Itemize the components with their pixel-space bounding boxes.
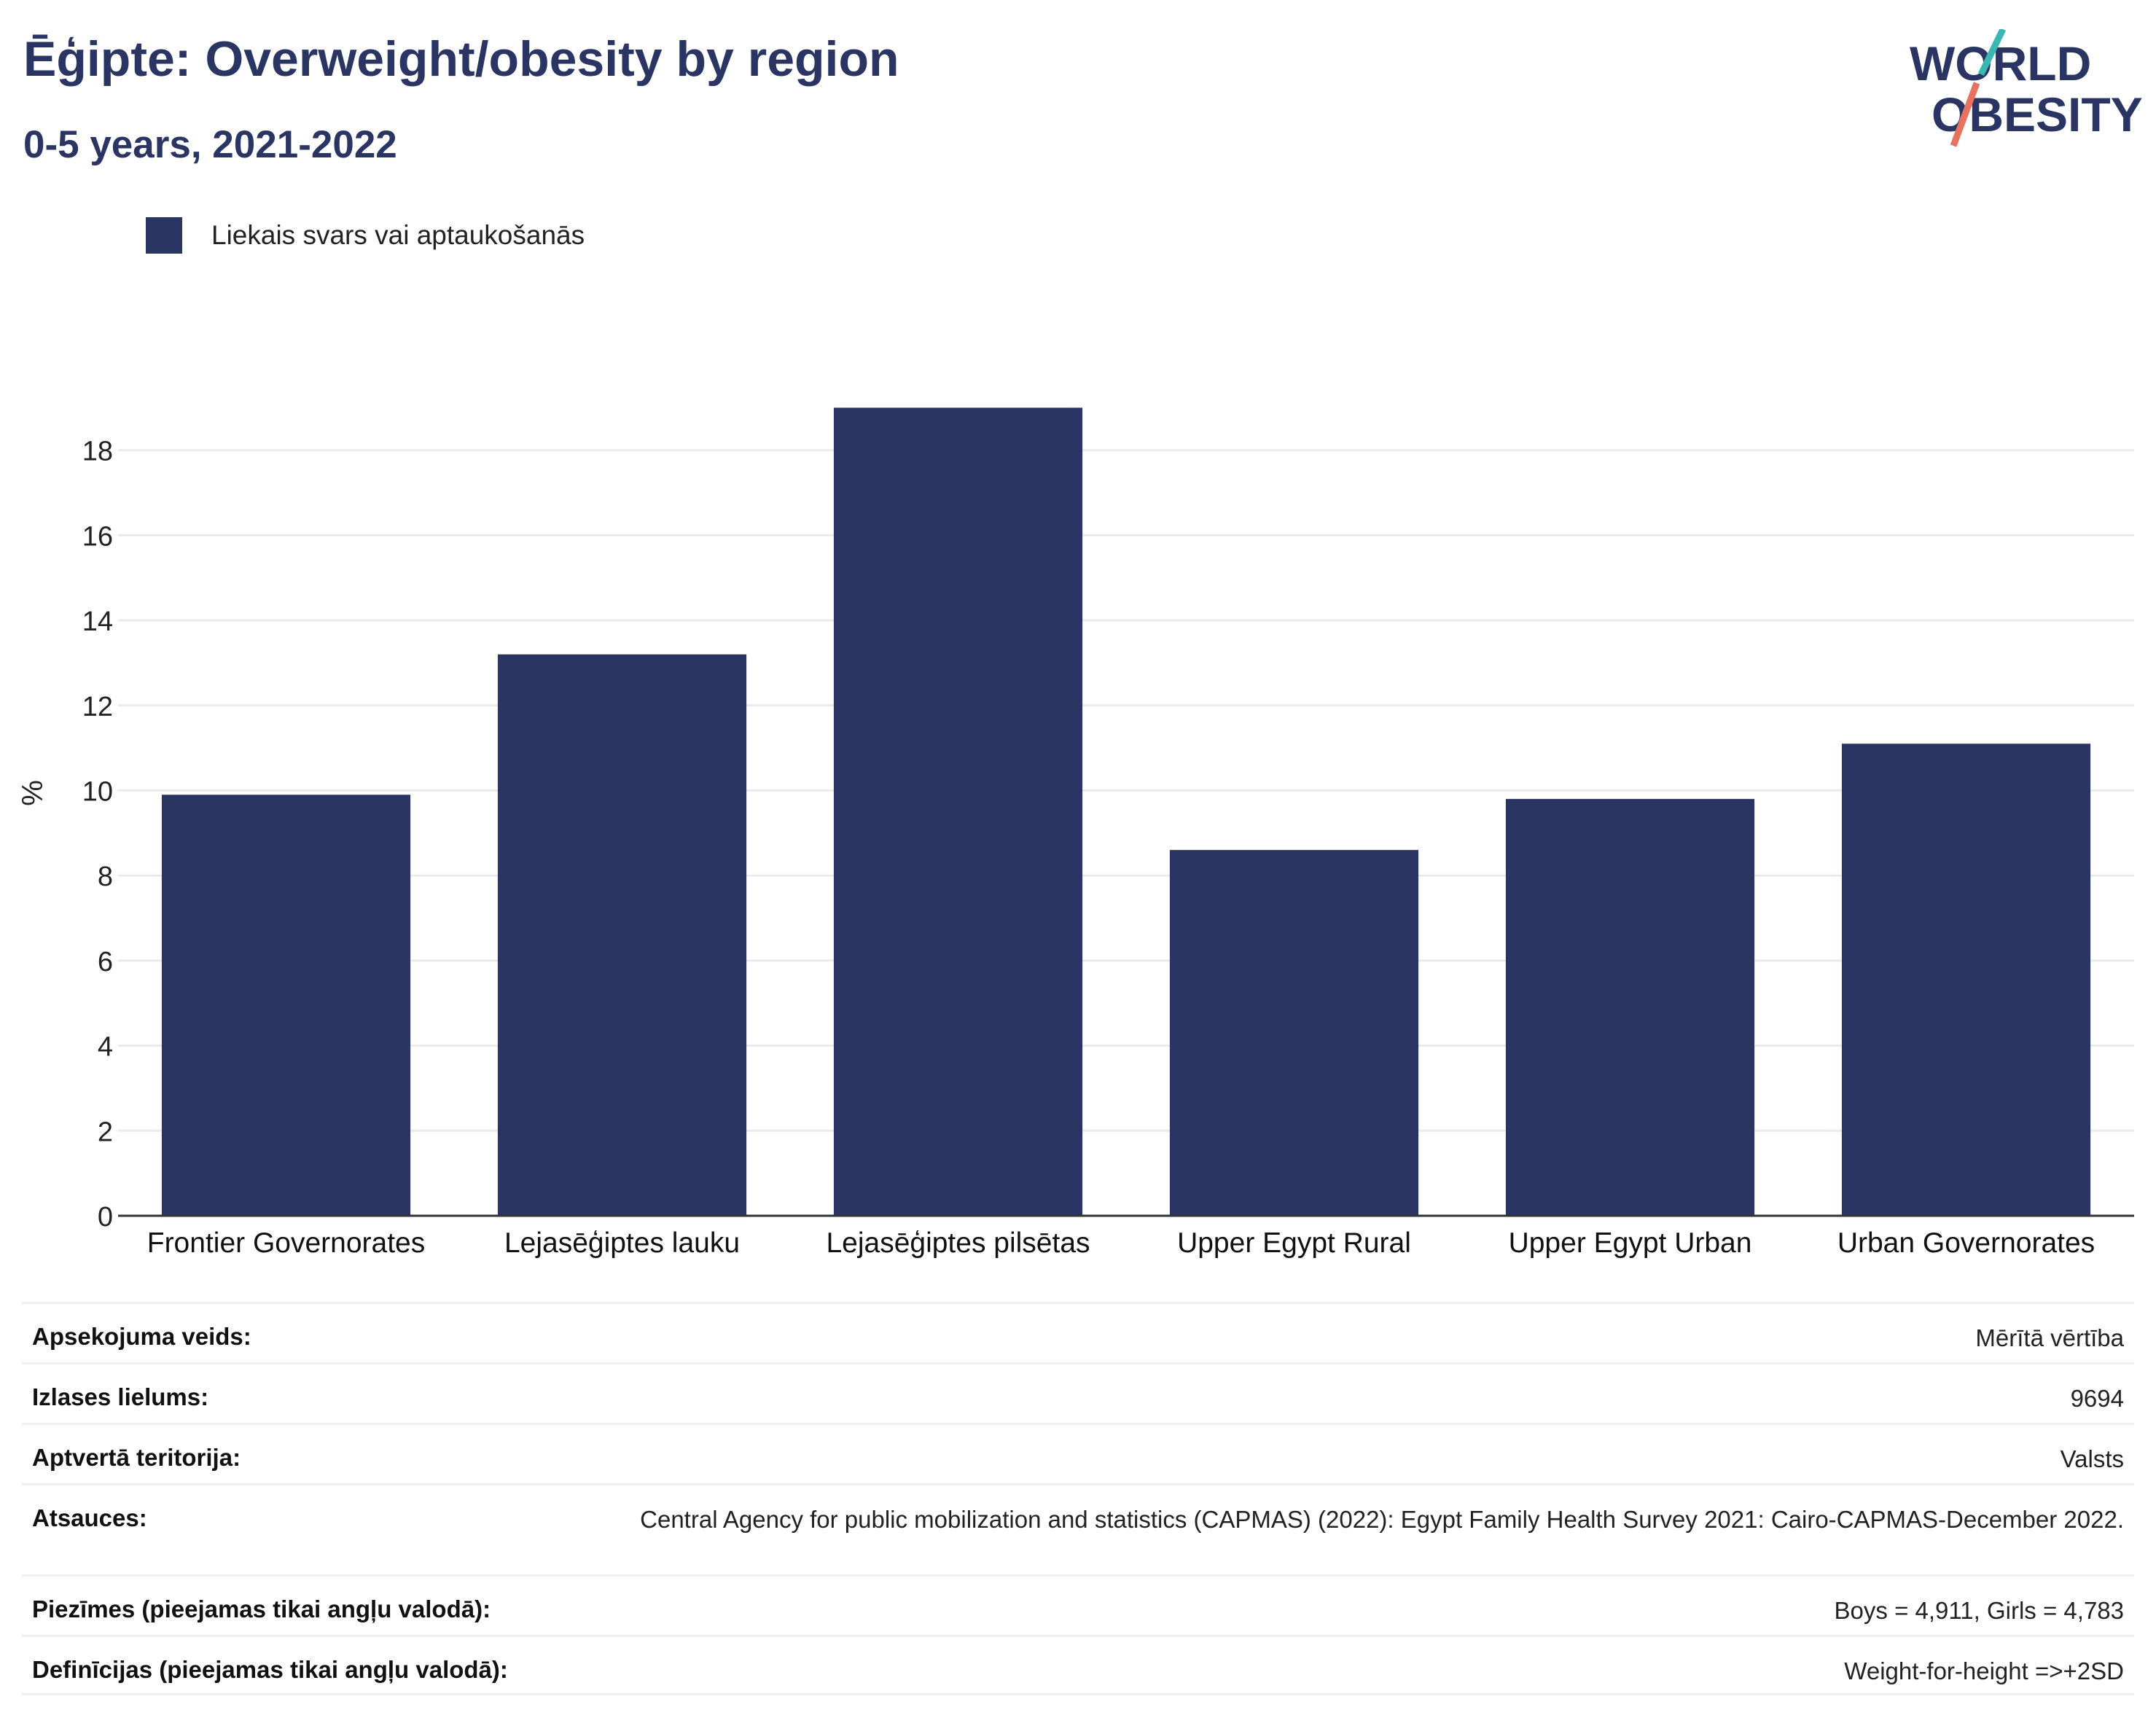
row-value: Central Agency for public mobilization a… bbox=[640, 1506, 2124, 1533]
chart-title: Ēģipte: Overweight/obesity by region bbox=[23, 31, 899, 87]
y-tick-label: 8 bbox=[98, 862, 113, 892]
y-axis-title: % bbox=[17, 780, 49, 806]
bar-chart: 0 2 4 6 8 10 12 14 16 18 Frontier Governorates Lej… bbox=[17, 407, 2134, 1259]
bars bbox=[161, 407, 2091, 1216]
x-tick-label: Urban Governorates bbox=[1837, 1227, 2095, 1259]
chart-subtitle: 0-5 years, 2021-2022 bbox=[23, 123, 397, 166]
legend-label: Liekais svars vai aptaukošanās bbox=[211, 220, 585, 250]
y-tick-label: 0 bbox=[98, 1202, 113, 1233]
row-label: Piezīmes (pieejamas tikai angļu valodā): bbox=[32, 1596, 491, 1622]
logo-slash-teal bbox=[1977, 29, 2007, 76]
legend-swatch bbox=[146, 217, 182, 254]
y-tick-label: 6 bbox=[98, 947, 113, 977]
bar bbox=[1505, 799, 1755, 1216]
table-row-sample-size: Izlases lielums: 9694 bbox=[22, 1362, 2134, 1423]
y-tick-label: 2 bbox=[98, 1117, 113, 1147]
row-label: Definīcijas (pieejamas tikai angļu valod… bbox=[32, 1656, 508, 1683]
row-value: Valsts bbox=[2060, 1445, 2124, 1472]
x-axis-ticks: Frontier Governorates Lejasēģiptes lauku L… bbox=[147, 1227, 2095, 1259]
bar bbox=[1169, 850, 1419, 1216]
table-row-coverage: Aptvertā teritorija: Valsts bbox=[22, 1423, 2134, 1483]
world-obesity-logo: WORLD OBESITY bbox=[1910, 29, 2143, 147]
logo-word-world: WORLD bbox=[1910, 36, 2091, 90]
table-row-notes: Piezīmes (pieejamas tikai angļu valodā):… bbox=[22, 1574, 2134, 1635]
row-value: Boys = 4,911, Girls = 4,783 bbox=[1834, 1597, 2124, 1624]
y-tick-label: 10 bbox=[82, 777, 113, 808]
bar bbox=[497, 654, 747, 1216]
bar bbox=[833, 407, 1083, 1216]
y-tick-label: 16 bbox=[82, 521, 113, 552]
row-label: Atsauces: bbox=[32, 1504, 147, 1531]
row-value: Weight-for-height =>+2SD bbox=[1844, 1657, 2124, 1684]
x-tick-label: Upper Egypt Urban bbox=[1509, 1227, 1752, 1259]
y-tick-label: 12 bbox=[82, 692, 113, 722]
x-tick-label: Upper Egypt Rural bbox=[1177, 1227, 1411, 1259]
table-row-references: Atsauces: Central Agency for public mobi… bbox=[22, 1483, 2134, 1574]
table-row-survey-type: Apsekojuma veids: Mērītā vērtība bbox=[22, 1302, 2134, 1362]
x-tick-label: Lejasēģiptes lauku bbox=[504, 1227, 740, 1259]
y-axis-ticks: 0 2 4 6 8 10 12 14 16 18 bbox=[82, 437, 113, 1233]
row-value: 9694 bbox=[2070, 1385, 2124, 1412]
x-tick-label: Lejasēģiptes pilsētas bbox=[826, 1227, 1090, 1259]
x-tick-label: Frontier Governorates bbox=[147, 1227, 426, 1259]
chart-legend: Liekais svars vai aptaukošanās bbox=[146, 217, 585, 254]
row-label: Izlases lielums: bbox=[32, 1383, 209, 1410]
logo-slash-coral bbox=[1950, 82, 1980, 147]
row-label: Apsekojuma veids: bbox=[32, 1323, 251, 1350]
y-tick-label: 14 bbox=[82, 606, 113, 637]
bar bbox=[1841, 743, 2091, 1216]
y-tick-label: 4 bbox=[98, 1032, 113, 1063]
gridlines bbox=[118, 449, 2134, 1132]
row-label: Aptvertā teritorija: bbox=[32, 1444, 241, 1471]
metadata-table: Apsekojuma veids: Mērītā vērtība Izlases… bbox=[22, 1302, 2134, 1695]
table-row-definitions: Definīcijas (pieejamas tikai angļu valod… bbox=[22, 1635, 2134, 1695]
y-tick-label: 18 bbox=[82, 437, 113, 467]
row-value: Mērītā vērtība bbox=[1975, 1324, 2124, 1351]
bar bbox=[161, 794, 411, 1216]
